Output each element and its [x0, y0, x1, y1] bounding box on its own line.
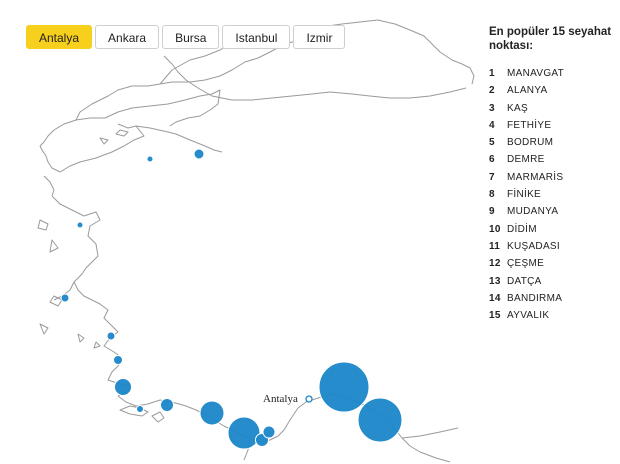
destination-name: AYVALIK	[507, 310, 550, 322]
list-item: 11 KUŞADASI	[489, 238, 617, 255]
bubble-datca	[136, 405, 144, 413]
list-item: 1 MANAVGAT	[489, 65, 617, 82]
list-item: 4 FETHİYE	[489, 117, 617, 134]
destination-name: ÇEŞME	[507, 258, 545, 270]
rank-number: 3	[489, 102, 495, 114]
panel-title: En popüler 15 seyahat noktası:	[489, 26, 612, 52]
rank-number: 9	[489, 206, 495, 218]
rank-number: 7	[489, 171, 495, 183]
bubble-finike	[262, 425, 276, 439]
bubble-fethiye	[199, 400, 225, 426]
bubble-kusadasi	[106, 331, 116, 341]
destination-name: KUŞADASI	[507, 240, 560, 252]
rank-number: 2	[489, 85, 495, 97]
list-item: 13 DATÇA	[489, 273, 617, 290]
bubble-cesme	[60, 293, 70, 303]
rank-number: 11	[489, 240, 501, 252]
rank-number: 8	[489, 189, 495, 201]
rank-number: 5	[489, 137, 495, 149]
bubble-alanya	[357, 397, 403, 443]
list-item: 3 KAŞ	[489, 100, 617, 117]
list-item: 8 FİNİKE	[489, 186, 617, 203]
city-tabs: Antalya Ankara Bursa Istanbul Izmir	[26, 25, 346, 49]
origin-label: Antalya	[263, 393, 298, 405]
coastline	[37, 19, 475, 463]
bubble-marmaris	[160, 398, 174, 412]
bubble-kas	[227, 416, 261, 450]
destination-name: DİDİM	[507, 223, 537, 235]
bubble-mudanya	[193, 148, 205, 160]
list-item: 9 MUDANYA	[489, 203, 617, 220]
list-item: 10 DİDİM	[489, 221, 617, 238]
destination-name: MUDANYA	[507, 206, 559, 218]
destination-name: MARMARİS	[507, 171, 564, 183]
list-item: 7 MARMARİS	[489, 169, 617, 186]
destination-name: BANDIRMA	[507, 292, 563, 304]
tab-bursa[interactable]: Bursa	[162, 25, 220, 49]
destination-bubbles	[60, 148, 403, 450]
list-item: 14 BANDIRMA	[489, 290, 617, 307]
destination-list: 1 MANAVGAT 2 ALANYA 3 KAŞ 4 FETHİYE 5 BODRUM …	[489, 65, 617, 324]
rank-number: 14	[489, 292, 501, 304]
rank-number: 4	[489, 119, 495, 131]
tab-ankara[interactable]: Ankara	[95, 25, 160, 49]
rank-number: 13	[489, 275, 501, 287]
bubble-manavgat	[318, 361, 370, 413]
list-item: 2 ALANYA	[489, 82, 617, 99]
destination-name: FİNİKE	[507, 189, 542, 201]
destination-name: DATÇA	[507, 275, 542, 287]
destination-name: BODRUM	[507, 137, 554, 149]
rank-number: 1	[489, 68, 495, 79]
tab-istanbul[interactable]: Istanbul	[222, 25, 291, 49]
top-destinations-panel: En popüler 15 seyahat noktası: 1 MANAVGAT…	[489, 25, 617, 324]
antalya-marker	[305, 395, 313, 403]
destination-name: DEMRE	[507, 154, 545, 166]
tab-izmir[interactable]: Izmir	[293, 25, 346, 49]
bubble-ayvalik	[76, 221, 84, 229]
destination-name: ALANYA	[507, 85, 548, 97]
rank-number: 10	[489, 223, 501, 235]
destination-name: MANAVGAT	[507, 68, 565, 79]
list-item: 12 ÇEŞME	[489, 255, 617, 272]
origin-marker: Antalya	[263, 393, 313, 405]
destination-name: FETHİYE	[507, 119, 552, 131]
tab-antalya[interactable]: Antalya	[26, 25, 93, 49]
list-item: 6 DEMRE	[489, 151, 617, 168]
list-item: 5 BODRUM	[489, 134, 617, 151]
list-item: 15 AYVALIK	[489, 307, 617, 324]
rank-number: 6	[489, 154, 495, 166]
bubble-didim	[113, 355, 123, 365]
bubble-bandirma	[146, 155, 154, 163]
rank-number: 12	[489, 258, 501, 270]
rank-number: 15	[489, 310, 501, 322]
bubble-bodrum	[114, 378, 132, 396]
destination-name: KAŞ	[507, 102, 528, 114]
